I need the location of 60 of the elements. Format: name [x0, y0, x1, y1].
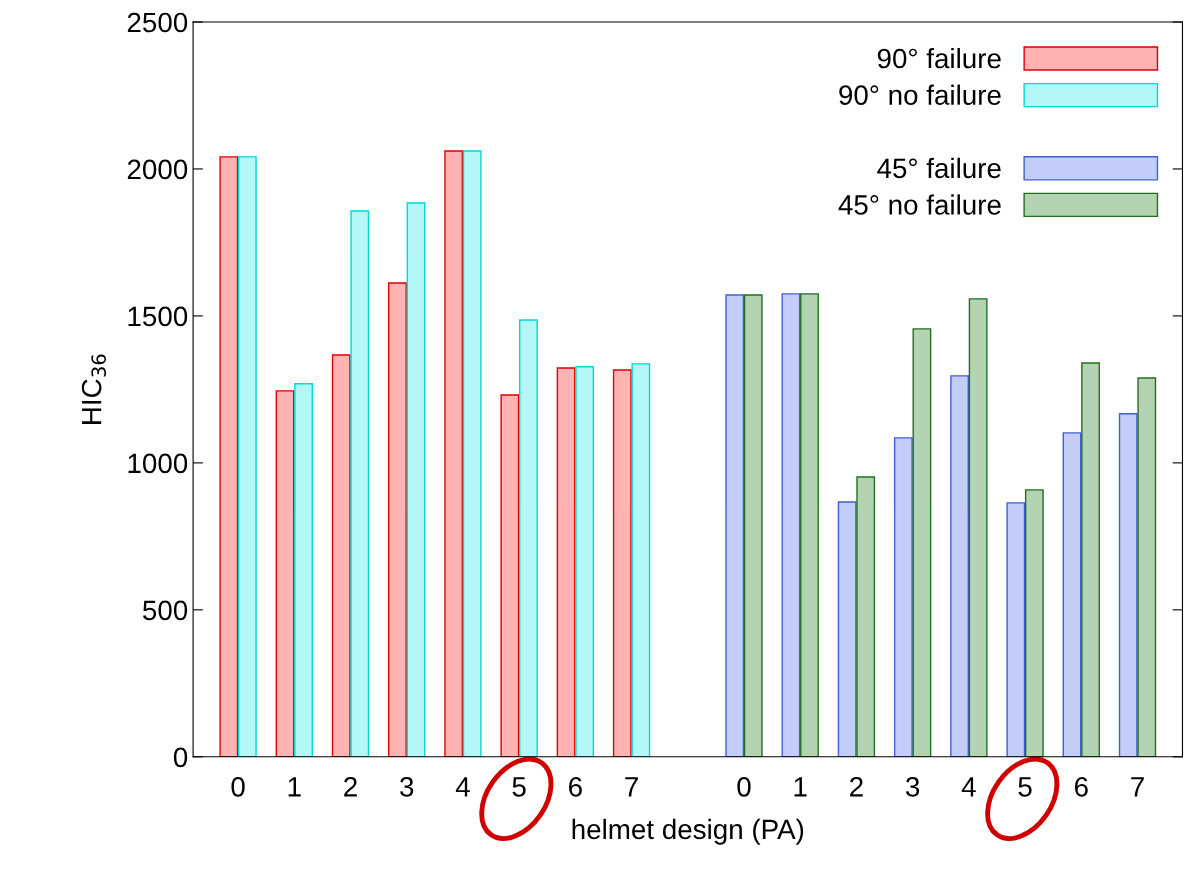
y-tick-label: 0: [173, 747, 188, 768]
bar: [856, 476, 876, 757]
bar: [631, 363, 651, 757]
bar: [275, 390, 295, 757]
bar: [1118, 413, 1138, 757]
x-tick-label: 3: [905, 777, 920, 797]
bar: [388, 282, 407, 757]
bar: [950, 375, 969, 757]
legend-label: 90° no failure: [839, 84, 1001, 105]
x-tick-label: 1: [288, 777, 301, 797]
legend-label: 45° failure: [877, 157, 1001, 179]
x-tick-label: 3: [400, 777, 414, 797]
bar: [350, 210, 370, 757]
y-tick-label: 1000: [128, 453, 188, 474]
x-tick-label: 7: [625, 777, 638, 797]
bar: [331, 354, 351, 757]
bar: [893, 437, 913, 757]
x-tick-label: 5: [512, 777, 526, 797]
y-tick-label: 2500: [127, 12, 188, 33]
bar: [575, 366, 595, 757]
bar: [800, 293, 819, 757]
y-tick-label: 500: [143, 600, 188, 621]
bar: [743, 294, 763, 757]
x-tick-label: 6: [569, 777, 582, 797]
y-axis-title: HIC$_{36}$: [81, 354, 107, 424]
x-tick-label: 7: [1131, 777, 1144, 797]
bar: [912, 328, 932, 757]
bar: [462, 150, 482, 757]
x-tick-label: 5: [1018, 777, 1032, 797]
bar: [519, 319, 538, 757]
x-tick-label: 4: [961, 777, 976, 797]
bar: [1137, 377, 1157, 757]
bar: [1062, 432, 1082, 757]
legend-label: 90° failure: [877, 47, 1001, 69]
bar: [219, 156, 239, 757]
bar: [968, 298, 988, 757]
bar: [837, 501, 857, 757]
legend-label: 45° no failure: [838, 194, 1001, 215]
bar: [556, 367, 576, 757]
x-tick-label: 0: [737, 777, 751, 797]
y-tick-label: 2000: [127, 159, 188, 180]
x-tick-label: 2: [850, 777, 863, 797]
bar: [444, 150, 464, 757]
bar: [1024, 489, 1044, 757]
bar: [1081, 362, 1100, 757]
bar: [725, 294, 745, 757]
x-axis-title: helmet design (PA): [572, 818, 804, 845]
x-tick-label: 0: [231, 777, 245, 797]
y-tick-label: 1500: [128, 306, 188, 327]
bar: [294, 383, 313, 757]
x-tick-label: 4: [455, 777, 470, 797]
bar: [612, 369, 632, 757]
x-tick-label: 1: [794, 777, 807, 797]
bar: [781, 293, 801, 757]
x-tick-label: 2: [344, 777, 357, 797]
x-tick-label: 6: [1074, 777, 1088, 797]
bar: [1006, 502, 1026, 757]
bar: [406, 202, 426, 757]
bar: [237, 156, 257, 757]
bar: [500, 394, 520, 757]
